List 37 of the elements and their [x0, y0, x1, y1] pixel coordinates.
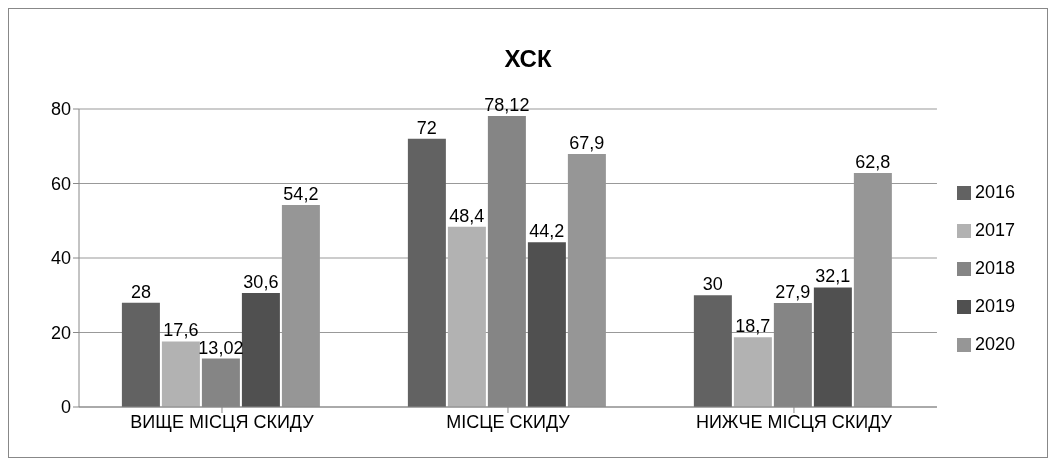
data-label: 30 [702, 274, 723, 295]
x-tick-label: МІСЦЕ СКИДУ [446, 411, 571, 432]
data-label: 44,2 [529, 221, 565, 242]
legend-label: 2017 [974, 220, 1015, 240]
x-tick-label: НИЖЧЕ МІСЦЯ СКИДУ [695, 411, 893, 432]
legend-label: 2020 [974, 334, 1015, 354]
legend-label: 2016 [974, 182, 1015, 202]
data-label: 30,6 [243, 272, 279, 293]
bar [693, 295, 732, 407]
bar [733, 337, 772, 407]
bar [241, 293, 280, 407]
data-label: 72 [416, 117, 437, 138]
y-tick-label: 60 [50, 173, 71, 194]
bar [161, 341, 200, 407]
bar [121, 302, 160, 407]
data-label: 54,2 [283, 184, 319, 205]
data-label: 67,9 [569, 133, 605, 154]
data-label: 28 [130, 281, 151, 302]
y-tick-label: 20 [50, 322, 71, 343]
data-label: 18,7 [735, 316, 771, 337]
data-label: 62,8 [855, 152, 891, 173]
y-tick-label: 0 [60, 397, 71, 418]
legend-label: 2019 [974, 296, 1015, 316]
bar [407, 138, 446, 407]
y-tick-label: 80 [50, 99, 71, 120]
bar [447, 226, 486, 407]
y-tick-label: 40 [50, 248, 71, 269]
data-label: 48,4 [449, 205, 485, 226]
x-tick-label: ВИЩЕ МІСЦЯ СКИДУ [130, 411, 315, 432]
bar [813, 287, 852, 407]
chart-title: ХСК [503, 44, 553, 74]
bar [527, 242, 566, 407]
data-label: 17,6 [163, 320, 199, 341]
legend-label: 2018 [974, 258, 1015, 278]
data-label: 27,9 [775, 282, 811, 303]
data-label: 32,1 [815, 266, 851, 287]
data-label: 78,12 [484, 95, 530, 115]
